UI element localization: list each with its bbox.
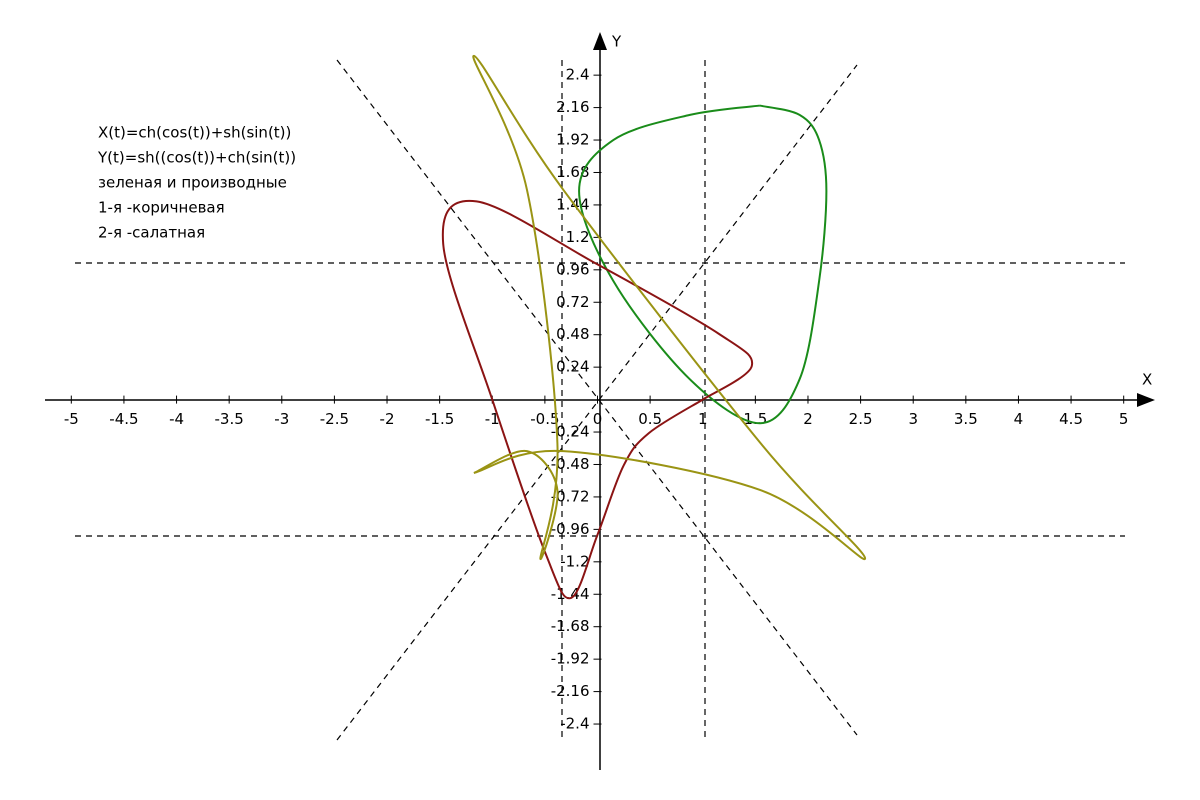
y-tick-label: 0.48 [556, 325, 589, 343]
x-tick-label: -1 [485, 410, 500, 428]
x-tick-label: 1 [698, 410, 708, 428]
annotation: 1-я -коричневая [98, 199, 225, 217]
curve [441, 199, 754, 600]
x-tick-label: 2.5 [849, 410, 873, 428]
x-tick-label: -4.5 [109, 410, 138, 428]
x-tick-label: -2 [380, 410, 395, 428]
y-tick-label: 2.16 [556, 98, 589, 116]
x-tick-label: -5 [64, 410, 79, 428]
annotation: зеленая и производные [98, 174, 287, 192]
x-tick-label: 4 [1014, 410, 1024, 428]
y-tick-label: 0.24 [556, 358, 589, 376]
y-tick-label: 1.68 [556, 163, 589, 181]
annotation: 2-я -салатная [98, 224, 205, 242]
curve [578, 104, 828, 425]
x-arrow [1137, 393, 1155, 407]
x-tick-label: -0.5 [530, 410, 559, 428]
y-tick-label: -1.2 [560, 552, 589, 570]
x-tick-label: -1.5 [425, 410, 454, 428]
x-tick-label: 0 [593, 410, 603, 428]
annotation: Y(t)=sh((cos(t))+ch(sin(t)) [97, 149, 296, 167]
x-tick-label: 0.5 [638, 410, 662, 428]
y-tick-label: 1.44 [556, 195, 589, 213]
x-axis-label: X [1142, 371, 1152, 389]
y-tick-label: -0.72 [551, 487, 590, 505]
y-tick-label: 0.96 [556, 260, 589, 278]
annotations: X(t)=ch(cos(t))+sh(sin(t)) Y(t)=sh((cos(t… [97, 124, 296, 242]
curve [472, 54, 867, 561]
y-tick-label: -1.44 [551, 585, 590, 603]
y-axis-label: Y [611, 33, 622, 51]
y-tick-label: -2.16 [551, 682, 590, 700]
annotation: X(t)=ch(cos(t))+sh(sin(t)) [98, 124, 291, 142]
y-tick-label: -0.96 [551, 520, 590, 538]
y-arrow [593, 32, 607, 50]
x-tick-label: -3.5 [215, 410, 244, 428]
y-tick-label: -2.4 [560, 715, 589, 733]
y-tick-label: -1.92 [551, 650, 590, 668]
x-tick-label: -4 [169, 410, 184, 428]
x-tick-label: -2.5 [320, 410, 349, 428]
y-tick-label: -0.48 [551, 455, 590, 473]
y-tick-label: -0.24 [551, 423, 590, 441]
y-tick-label: -1.68 [551, 617, 590, 635]
x-tick-label: 3 [908, 410, 918, 428]
x-tick-label: 3.5 [954, 410, 978, 428]
x-tick-label: 4.5 [1059, 410, 1083, 428]
y-tick-label: 1.92 [556, 131, 589, 149]
y-tick-label: 2.4 [566, 66, 590, 84]
x-tick-label: -3 [274, 410, 289, 428]
guide-lines [75, 59, 1125, 741]
x-tick-label: 2 [803, 410, 813, 428]
y-tick-label: 1.2 [566, 228, 590, 246]
y-tick-label: 0.72 [556, 293, 589, 311]
x-tick-label: 5 [1119, 410, 1129, 428]
